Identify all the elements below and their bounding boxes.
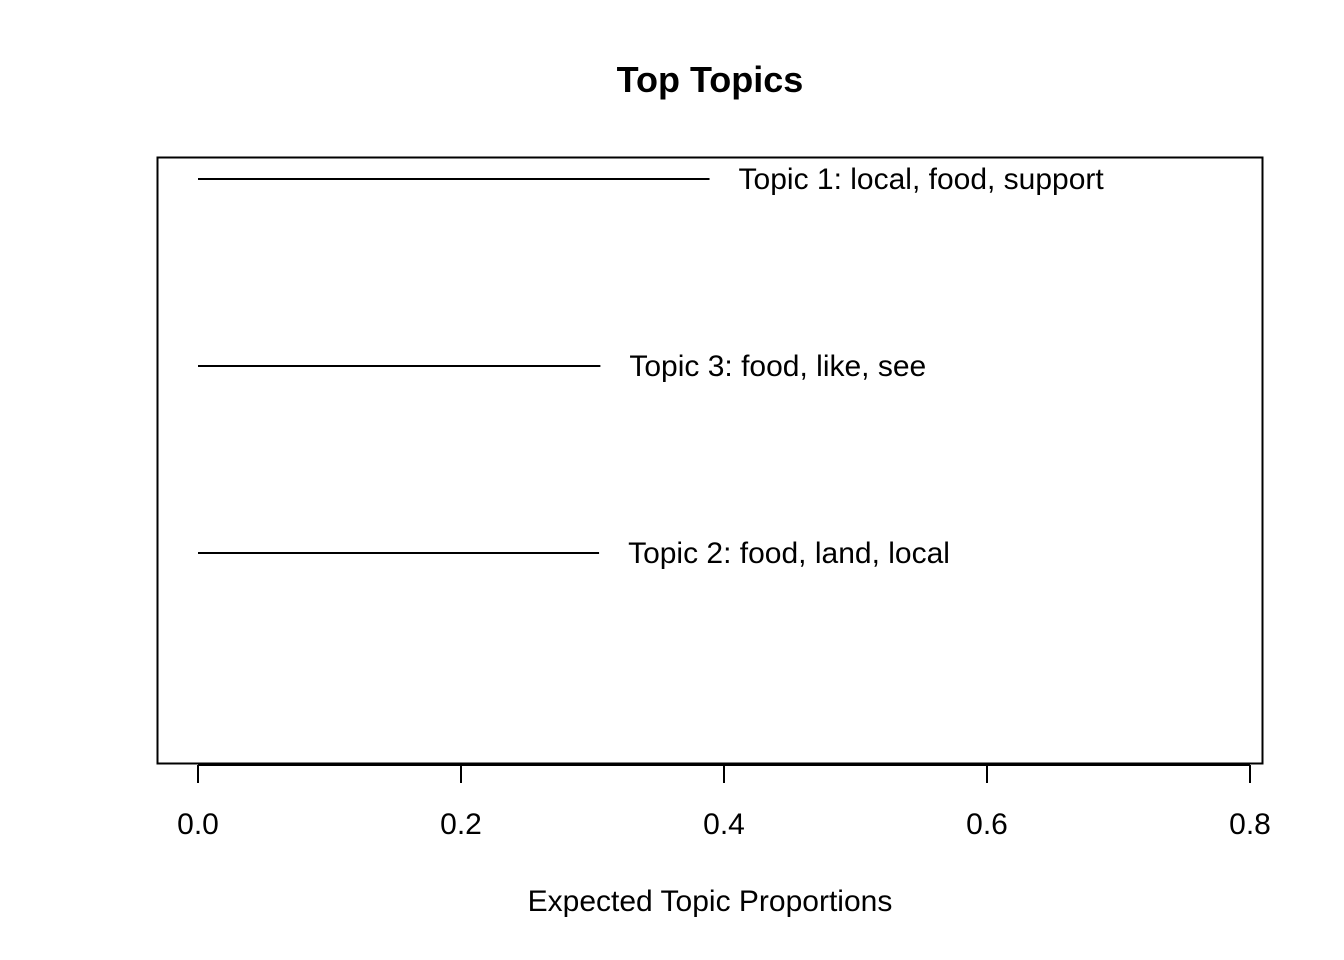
x-tick-label: 0.2 [440,808,482,841]
x-axis-ticks: 0.0 0.2 0.4 0.6 0.8 [177,765,1271,841]
x-tick-label: 0.8 [1229,808,1271,841]
topic-label: Topic 2: food, land, local [628,537,950,570]
x-axis-label: Expected Topic Proportions [528,885,893,918]
topic-label: Topic 1: local, food, support [739,163,1105,196]
topic-labels: Topic 1: local, food, support Topic 3: fo… [628,163,1104,570]
chart-title: Top Topics [617,59,804,100]
x-tick-label: 0.0 [177,808,219,841]
x-tick-label: 0.4 [703,808,745,841]
topic-label: Topic 3: food, like, see [629,350,926,383]
x-tick-label: 0.6 [966,808,1008,841]
topic-segments [198,178,710,554]
plot-frame [156,156,1264,765]
